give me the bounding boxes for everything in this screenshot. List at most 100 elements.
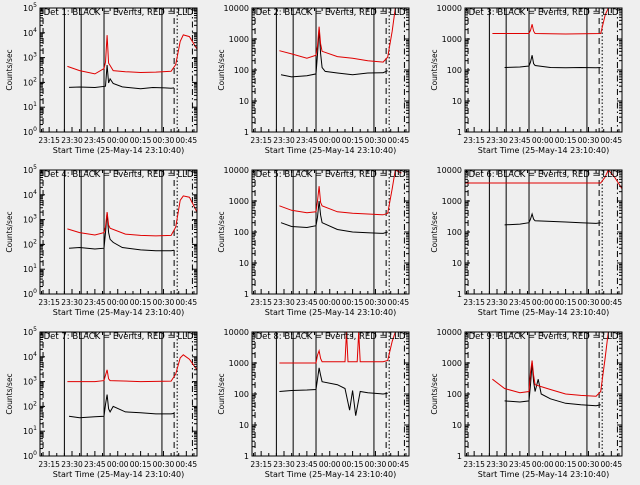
y-tick-label: 1000 (442, 35, 462, 44)
x-tick-label: 00:30 (153, 460, 175, 469)
y-tick-label: 10000 (437, 4, 462, 13)
x-tick-label: 23:45 (296, 460, 318, 469)
y-tick-label: 1 (244, 290, 249, 299)
x-tick-label: 00:30 (153, 298, 175, 307)
x-axis-label: Start Time (25-May-14 23:10:40) (478, 146, 609, 155)
y-axis-label: Counts/sec (430, 373, 439, 414)
x-axis-label: Start Time (25-May-14 23:10:40) (265, 470, 396, 479)
y-tick-label: 10000 (224, 166, 249, 175)
events-series (68, 394, 175, 419)
y-tick-label: 1 (244, 452, 249, 461)
y-tick-label: 100 (23, 126, 37, 137)
y-tick-label: 100 (447, 66, 462, 75)
x-tick-label: 23:30 (273, 460, 295, 469)
y-tick-label: 10000 (437, 166, 462, 175)
lld-series (67, 354, 197, 383)
y-tick-label: 10000 (224, 4, 249, 13)
panel-title: Det 6: BLACK = Events, RED = LLD (469, 170, 619, 180)
y-tick-label: 104 (23, 27, 37, 38)
x-tick-label: 23:30 (486, 298, 508, 307)
x-tick-label: 23:45 (296, 136, 318, 145)
x-tick-label: 00:15 (130, 136, 152, 145)
x-axis-label: Start Time (25-May-14 23:10:40) (265, 146, 396, 155)
x-tick-label: 00:15 (130, 460, 152, 469)
y-tick-label: 100 (234, 66, 249, 75)
y-tick-label: 10 (452, 97, 462, 106)
x-tick-label: 23:45 (509, 298, 531, 307)
x-tick-label: 23:30 (273, 136, 295, 145)
y-tick-label: 100 (447, 390, 462, 399)
x-tick-label: 00:00 (532, 298, 554, 307)
y-tick-label: 10 (239, 97, 249, 106)
x-tick-label: 00:45 (601, 136, 623, 145)
x-tick-label: 23:45 (296, 298, 318, 307)
y-tick-label: 10 (239, 421, 249, 430)
events-series (280, 29, 388, 78)
x-tick-label: 00:45 (176, 298, 198, 307)
x-tick-label: 00:00 (319, 136, 341, 145)
events-series (504, 362, 601, 407)
plot-frame (39, 169, 198, 295)
x-tick-label: 00:15 (342, 460, 364, 469)
x-axis-label: Start Time (25-May-14 23:10:40) (53, 308, 184, 317)
y-axis-label: Counts/sec (430, 49, 439, 90)
y-tick-label: 1000 (229, 359, 249, 368)
plot-frame (251, 7, 410, 133)
y-tick-label: 105 (23, 164, 37, 175)
events-series (68, 65, 175, 90)
y-tick-label: 10000 (224, 328, 249, 337)
plot-frame (464, 7, 623, 133)
y-tick-label: 101 (23, 101, 37, 112)
lld-series (279, 332, 396, 364)
y-axis-label: Counts/sec (217, 373, 226, 414)
plot-frame (464, 169, 623, 295)
lld-series (67, 195, 197, 237)
y-tick-label: 103 (23, 52, 37, 63)
y-tick-label: 1000 (442, 359, 462, 368)
y-tick-label: 102 (23, 238, 37, 249)
x-tick-label: 23:45 (84, 136, 106, 145)
panel-det-5: 1 10 100 1000 10000 23:15 23:30 23:45 00:00 00:15… (217, 166, 410, 317)
lld-series (67, 34, 197, 75)
x-tick-label: 00:30 (153, 136, 175, 145)
panel-det-8: 1 10 100 1000 10000 23:15 23:30 23:45 00:00 00:15… (217, 328, 410, 479)
y-tick-label: 101 (23, 425, 37, 436)
x-tick-label: 23:30 (61, 136, 83, 145)
x-axis-label: Start Time (25-May-14 23:10:40) (478, 470, 609, 479)
y-tick-label: 100 (447, 228, 462, 237)
x-tick-label: 00:30 (365, 136, 387, 145)
events-series (504, 55, 601, 69)
y-tick-label: 104 (23, 351, 37, 362)
x-tick-label: 00:45 (176, 136, 198, 145)
x-tick-label: 00:45 (601, 460, 623, 469)
x-tick-label: 23:15 (463, 136, 485, 145)
x-tick-label: 23:45 (84, 298, 106, 307)
y-axis-label: Counts/sec (5, 49, 14, 90)
y-tick-label: 102 (23, 400, 37, 411)
events-series (504, 212, 601, 226)
x-tick-label: 00:30 (365, 460, 387, 469)
y-tick-label: 100 (23, 288, 37, 299)
lld-series (492, 8, 609, 35)
x-tick-label: 00:45 (601, 298, 623, 307)
panel-title: Det 4: BLACK = Events, RED = LLD (44, 170, 194, 180)
x-tick-label: 23:15 (38, 136, 60, 145)
events-series (68, 213, 175, 252)
y-tick-label: 100 (234, 390, 249, 399)
x-tick-label: 00:30 (578, 460, 600, 469)
lld-series (465, 170, 622, 189)
x-axis-label: Start Time (25-May-14 23:10:40) (265, 308, 396, 317)
panel-det-9: 1 10 100 1000 10000 23:15 23:30 23:45 00:00 00:15… (430, 328, 623, 479)
x-tick-label: 23:15 (250, 460, 272, 469)
lld-series (492, 332, 609, 397)
x-tick-label: 00:15 (555, 298, 577, 307)
y-tick-label: 10 (239, 259, 249, 268)
x-tick-label: 23:15 (463, 298, 485, 307)
x-tick-label: 23:30 (61, 460, 83, 469)
panel-title: Det 5: BLACK = Events, RED = LLD (256, 170, 406, 180)
x-tick-label: 00:45 (388, 460, 410, 469)
